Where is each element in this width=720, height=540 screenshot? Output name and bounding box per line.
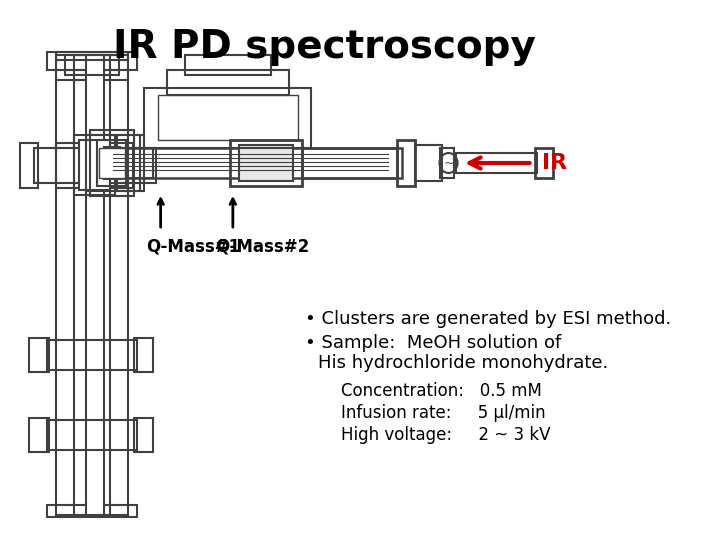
Bar xyxy=(185,55,271,75)
Bar xyxy=(56,55,128,515)
Text: IR: IR xyxy=(541,153,567,173)
Bar xyxy=(56,52,128,60)
Bar xyxy=(47,340,138,370)
Bar xyxy=(167,70,289,95)
Bar xyxy=(74,135,114,195)
Bar xyxy=(47,52,138,70)
Bar xyxy=(35,148,156,183)
Bar xyxy=(56,70,128,80)
Bar xyxy=(74,55,110,515)
Bar xyxy=(104,147,120,179)
Bar xyxy=(99,148,125,178)
Text: High voltage:     2 ~ 3 kV: High voltage: 2 ~ 3 kV xyxy=(341,426,551,444)
Text: ~: ~ xyxy=(444,157,454,170)
Bar xyxy=(78,140,110,190)
Bar xyxy=(230,140,302,186)
Bar xyxy=(90,130,134,196)
Bar xyxy=(29,418,49,452)
Text: • Clusters are generated by ESI method.: • Clusters are generated by ESI method. xyxy=(305,310,671,328)
Bar xyxy=(20,143,38,188)
Bar xyxy=(134,418,153,452)
Bar xyxy=(535,148,553,178)
Bar xyxy=(158,95,298,140)
Bar xyxy=(302,148,402,178)
Bar xyxy=(415,145,442,181)
Bar xyxy=(65,55,119,75)
Text: Q-Mass#1: Q-Mass#1 xyxy=(146,238,240,256)
Text: Concentration:   0.5 mM: Concentration: 0.5 mM xyxy=(341,382,542,400)
Bar xyxy=(397,140,415,186)
Bar xyxy=(86,55,104,515)
Bar xyxy=(47,505,138,517)
Text: Infusion rate:     5 μl/min: Infusion rate: 5 μl/min xyxy=(341,404,546,422)
Text: IR PD spectroscopy: IR PD spectroscopy xyxy=(114,28,536,66)
Bar xyxy=(108,148,153,178)
Bar xyxy=(441,148,454,178)
Text: Q-Mass#2: Q-Mass#2 xyxy=(215,238,309,256)
Bar xyxy=(56,143,132,188)
Bar xyxy=(239,145,293,181)
Bar xyxy=(29,338,49,372)
Bar xyxy=(134,338,153,372)
Bar xyxy=(108,148,397,178)
Bar xyxy=(47,420,138,450)
Bar xyxy=(145,88,311,148)
Bar xyxy=(117,135,145,191)
Bar xyxy=(86,135,140,191)
Text: • Sample:  MeOH solution of: • Sample: MeOH solution of xyxy=(305,334,562,352)
Bar xyxy=(456,153,537,173)
Bar xyxy=(97,140,126,186)
Text: His hydrochloride monohydrate.: His hydrochloride monohydrate. xyxy=(318,354,608,372)
